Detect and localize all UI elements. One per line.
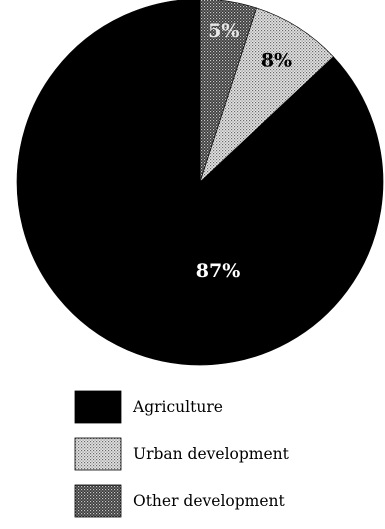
- pie-slice-urban-development: [199, 7, 334, 183]
- legend-label-urban-development: Urban development: [133, 445, 290, 463]
- legend-swatch-agriculture: [74, 390, 122, 424]
- pie-label-agriculture: 87%: [196, 260, 241, 282]
- legend-label-other-development: Other development: [133, 492, 286, 510]
- legend-label-agriculture: Agriculture: [132, 398, 223, 416]
- pie-slice-other-development: [199, 0, 257, 183]
- legend-swatch-urban-development: [74, 437, 122, 471]
- pie-label-other-development: 5%: [208, 20, 239, 42]
- legend-swatch-other-development: [74, 484, 122, 518]
- pie-slice-agriculture: [16, 0, 384, 366]
- pie-label-urban-development: 8%: [261, 49, 292, 71]
